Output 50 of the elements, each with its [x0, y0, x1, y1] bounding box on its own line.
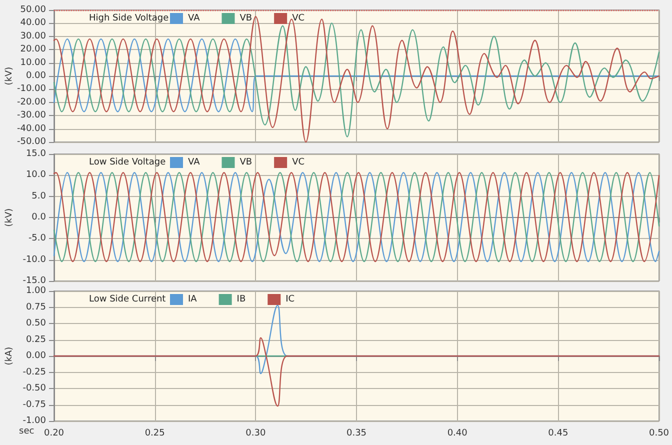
- y-tick-label: 0.0: [32, 212, 46, 222]
- legend-label: VB: [240, 14, 252, 24]
- legend-title: High Side Voltage: [89, 14, 170, 24]
- legend-label: IA: [188, 294, 198, 304]
- y-axis-title: (kV): [4, 66, 14, 86]
- x-tick-label: 0.40: [447, 428, 468, 438]
- y-tick-label: -30.00: [16, 110, 46, 121]
- x-tick-label: 0.25: [144, 428, 165, 438]
- legend-label: IB: [236, 294, 246, 304]
- y-tick-label: -0.50: [22, 384, 46, 394]
- y-tick-label: -10.0: [22, 254, 46, 265]
- y-tick-label: 0.00: [26, 71, 46, 81]
- y-tick-label: 20.00: [20, 44, 46, 55]
- y-tick-label: 0.75: [26, 302, 46, 312]
- y-tick-label: 10.0: [26, 170, 46, 180]
- y-tick-label: 40.00: [20, 18, 46, 28]
- x-tick-label: 0.35: [346, 428, 367, 438]
- y-tick-label: -10.00: [16, 84, 46, 94]
- y-tick-label: 1.00: [26, 286, 46, 296]
- legend-label: VA: [188, 14, 201, 24]
- y-tick-label: -0.75: [22, 400, 46, 410]
- y-tick-label: 50.00: [20, 5, 46, 15]
- legend-label: VB: [240, 158, 252, 168]
- legend-label: VC: [292, 14, 305, 24]
- legend-label: VC: [292, 158, 305, 168]
- y-tick-label: -50.00: [16, 137, 46, 147]
- y-tick-label: -20.00: [16, 97, 46, 108]
- legend-label: IC: [286, 294, 295, 304]
- y-tick-label: 15.0: [26, 149, 46, 159]
- y-tick-label: 10.00: [20, 58, 46, 68]
- legend-title: Low Side Current: [89, 294, 166, 304]
- x-tick-label: 0.30: [246, 428, 266, 438]
- x-axis-title: sec: [19, 426, 34, 436]
- y-tick-label: -1.00: [22, 416, 46, 426]
- y-axis-title: (kV): [4, 208, 14, 227]
- y-axis-title: (kA): [4, 346, 14, 366]
- y-tick-label: 0.25: [26, 334, 46, 345]
- y-tick-label: -40.00: [16, 124, 46, 134]
- y-tick-label: 0.00: [26, 351, 46, 361]
- y-tick-label: -0.25: [22, 367, 46, 378]
- y-tick-label: -15.0: [22, 276, 46, 286]
- x-tick-label: 0.20: [44, 428, 64, 438]
- y-tick-label: 0.50: [26, 318, 46, 328]
- y-tick-label: 30.00: [20, 31, 46, 42]
- legend-label: VA: [188, 158, 201, 168]
- x-tick-label: 0.45: [548, 428, 568, 438]
- x-tick-label: 0.50: [648, 428, 670, 438]
- y-tick-label: -5.0: [28, 234, 46, 244]
- y-tick-label: 5.0: [32, 191, 46, 202]
- legend-title: Low Side Voltage: [89, 158, 166, 168]
